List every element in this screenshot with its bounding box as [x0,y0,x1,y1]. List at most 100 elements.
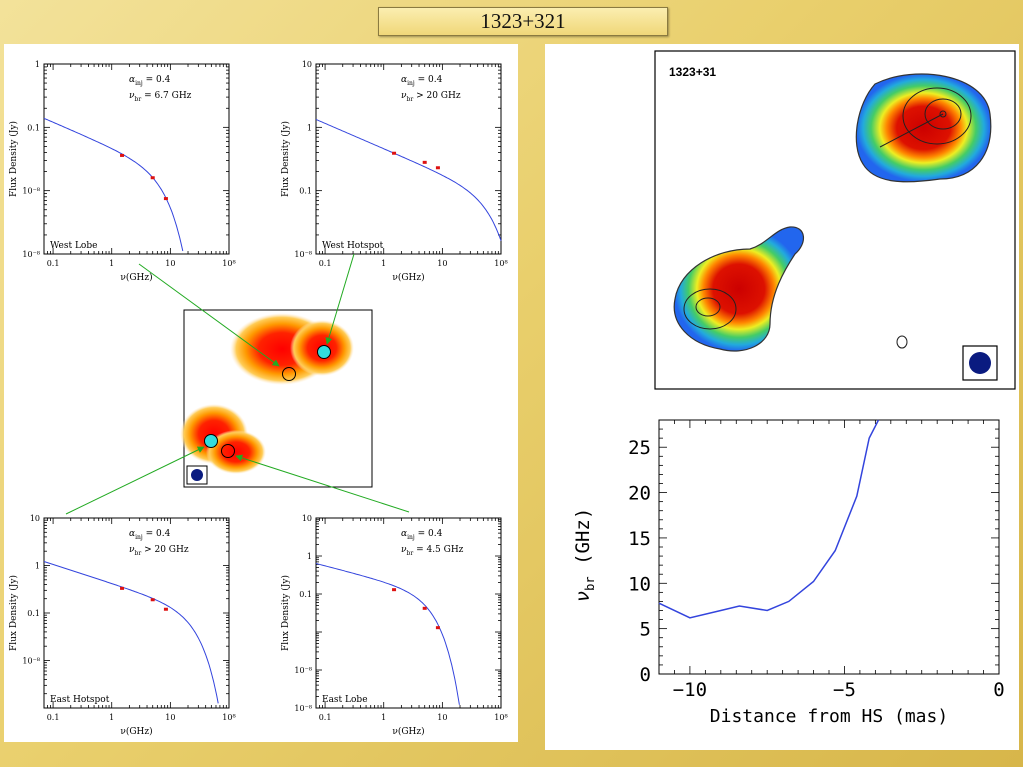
x-axis-label: ν(GHz) [120,726,152,737]
lower-component [673,226,804,352]
y-tick-label: 0 [640,664,651,686]
plot-frame [315,63,502,255]
arrow-east-hotspot [65,446,205,515]
data-point [422,606,427,610]
data-point [150,598,155,602]
data-point [120,586,125,590]
page-title: 1323+321 [378,7,668,36]
upper-component [855,73,992,183]
arrow-east-lobe [235,454,410,513]
y-tick-label: 10 [30,514,40,523]
y-tick-label: 1 [307,552,312,561]
plot-frame [43,517,230,709]
y-tick-label: 0.1 [27,123,40,132]
model-curve [43,117,184,252]
x-tick-label: 10 [165,713,175,722]
model-curve [315,563,460,705]
x-tick-label: 0.1 [47,259,60,268]
right-map: 1323+31 [654,50,1016,390]
component-label: West Lobe [50,241,97,251]
component-label: East Lobe [322,695,368,705]
upper-contour-inner [924,98,962,130]
y-tick-label: 10⁻⁸ [22,657,40,666]
left-panel: 0.1 1 10 10⁸ 1 0.1 10⁻⁸ 10⁻⁸ ν(GHz) Flux Density … [4,44,518,742]
x-tick-label: 0.1 [319,713,332,722]
east-lobe-blob [206,430,266,474]
y-axis-label: Flux Density (Jy) [8,575,19,651]
alpha-annotation: αinj = 0.4 [401,529,443,541]
x-tick-label: 10 [165,259,175,268]
y-tick-label: 1 [35,562,40,571]
y-tick-label: 10⁻⁸ [294,666,312,675]
data-point [392,151,397,155]
x-tick-label: 10 [437,259,447,268]
alpha-annotation: αinj = 0.4 [129,529,171,541]
y-tick-label: 10 [628,573,651,595]
east-hotspot-marker [204,434,218,448]
y-tick-label: 5 [640,619,651,641]
left-figure: 0.1 1 10 10⁸ 1 0.1 10⁻⁸ 10⁻⁸ ν(GHz) Flux Density … [8,60,508,737]
y-axis-label: Flux Density (Jy) [280,121,291,197]
model-curve [43,561,219,704]
component-label: East Hotspot [50,695,110,705]
small-contour [896,335,908,349]
y-axis-label: νbr (GHz) [572,508,597,603]
data-point [163,197,168,201]
component-label: West Hotspot [322,241,384,251]
upper-contour [902,87,972,145]
lower-contour [683,288,737,330]
y-tick-label: 10 [302,60,312,69]
x-tick-label: 0.1 [47,713,60,722]
spectrum-chart-3: 0.1 1 10 10⁸ 10 1 0.1 10⁻⁸ ν(GHz) Flux Density (J… [8,514,236,737]
spectrum-chart-4: 0.1 1 10 10⁸ 10 1 0.1 10⁻⁸ 10⁻⁸ ν(GHz) Flux Densit… [280,514,508,737]
y-tick-label: 1 [35,60,40,69]
plot-frame [315,517,502,709]
break-annotation: νbr = 6.7 GHz [129,91,192,103]
y-tick-label: 0.1 [27,609,40,618]
east-lobe-marker [221,444,235,458]
y-tick-label: 10⁻⁸ [294,704,312,713]
data-point [150,176,155,180]
arrow-west-hotspot [325,253,355,345]
x-axis-label: ν(GHz) [120,272,152,283]
y-tick-label: 10⁻⁸ [294,250,312,259]
spectrum-chart-2: 0.1 1 10 10⁸ 10 1 0.1 10⁻⁸ ν(GHz) Flux Density (J… [280,60,508,283]
lower-contour-inner [695,297,721,317]
x-tick-label: 10⁸ [494,713,507,722]
y-axis-label: Flux Density (Jy) [280,575,291,651]
arrow-west-lobe [138,263,280,367]
break-frequency-line [658,419,880,619]
x-tick-label: 10 [437,713,447,722]
y-tick-label: 10 [302,514,312,523]
model-curve [315,118,502,241]
alpha-annotation: αinj = 0.4 [401,75,443,87]
right-panel: 1323+31 −10 −5 0 0 5 10 15 20 25 Distance from HS… [545,44,1019,750]
x-tick-label: 10⁸ [222,259,235,268]
beam-ellipse [191,469,203,481]
break-annotation: νbr > 20 GHz [401,91,461,103]
x-axis-label: ν(GHz) [392,726,424,737]
central-map [180,309,373,488]
x-axis-label: ν(GHz) [392,272,424,283]
x-tick-label: 0 [993,679,1004,701]
y-tick-label: 0.1 [299,187,312,196]
x-tick-label: −5 [833,679,856,701]
y-tick-label: 10⁻⁸ [22,250,40,259]
plot-frame [43,63,230,255]
y-tick-label: 1 [307,123,312,132]
y-tick-label: 25 [628,437,651,459]
x-tick-label: 10⁸ [494,259,507,268]
x-tick-label: 1 [381,713,386,722]
break-plot-frame [658,419,1000,675]
y-axis-label: Flux Density (Jy) [8,121,19,197]
y-tick-label: 15 [628,528,651,550]
data-point [435,166,440,170]
data-point [120,153,125,157]
west-hotspot-marker [317,345,331,359]
hotspot-dot [939,110,947,118]
alpha-annotation: αinj = 0.4 [129,75,171,87]
data-point [435,626,440,630]
west-lobe-marker [282,367,296,381]
data-point [422,160,427,164]
x-tick-label: 0.1 [319,259,332,268]
